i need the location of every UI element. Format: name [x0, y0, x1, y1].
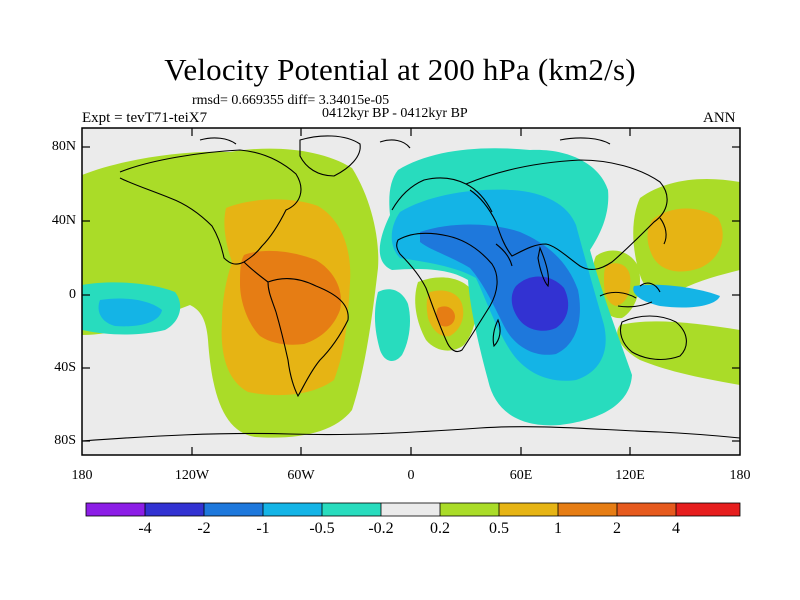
colorbar-label-4: -0.5 — [309, 520, 335, 537]
colorbar-label-3: -1 — [256, 520, 270, 537]
coastline-asia — [465, 159, 668, 271]
lat-label-80s: 80S — [54, 433, 76, 448]
colorbar-label-8: 1 — [554, 520, 562, 537]
colorbar-box-5 — [322, 503, 381, 516]
positive-region-asia-mid — [604, 263, 631, 306]
experiment-label: Expt = tevT71-teiX7 — [82, 110, 208, 126]
coastline-maritime-continent — [599, 282, 661, 308]
positive-region-pacific-east-weak — [617, 321, 740, 385]
colorbar-box-4 — [263, 503, 322, 516]
colorbar-label-10: 4 — [672, 520, 680, 537]
negative-region-indian-peak — [511, 276, 569, 331]
plot-title: Velocity Potential at 200 hPa (km2/s) — [164, 52, 636, 87]
positive-region-americas-strong — [240, 250, 341, 345]
lon-label-180e: 180 — [729, 468, 751, 483]
coastlines — [82, 135, 740, 442]
coastline-australia — [619, 315, 687, 361]
lon-label-180w: 180 — [71, 468, 93, 483]
negative-region-pacific-mid — [98, 298, 162, 327]
contour-fields — [82, 128, 740, 455]
coastline-central-america — [243, 261, 269, 283]
coastline-south-america — [267, 277, 349, 398]
lon-label-120e: 120E — [615, 468, 645, 483]
colorbar-label-6: 0.2 — [430, 520, 450, 537]
coastline-africa — [396, 232, 498, 353]
positive-region-africa-strong — [436, 306, 455, 327]
colorbar-label-9: 2 — [613, 520, 621, 537]
colorbar-box-6 — [381, 503, 440, 516]
positive-region-pacific-mid — [647, 208, 723, 272]
season-label: ANN — [703, 110, 736, 126]
coastline-madagascar — [492, 318, 501, 348]
coastline-antarctica — [82, 426, 740, 442]
lon-label-60w: 60W — [287, 468, 315, 483]
axis-ticks — [82, 128, 740, 455]
negative-region-westpacific-mid — [633, 284, 720, 308]
coastline-india — [537, 246, 550, 288]
colorbar-label-2: -2 — [197, 520, 211, 537]
colorbar-box-9 — [558, 503, 617, 516]
lat-label-eq: 0 — [69, 287, 76, 302]
coastline-japan — [659, 217, 667, 245]
time-period-label: 0412kyr BP - 0412kyr BP — [322, 106, 468, 121]
lon-label-0: 0 — [407, 468, 415, 483]
rmsd-diff-stats: rmsd= 0.669355 diff= 3.34015e-05 — [192, 93, 390, 108]
coastline-europe — [391, 177, 493, 213]
colorbar-box-3 — [204, 503, 263, 516]
colorbar-box-2 — [145, 503, 204, 516]
lat-label-40s: 40S — [54, 360, 76, 375]
colorbar-label-5: -0.2 — [368, 520, 394, 537]
colorbar — [85, 502, 741, 517]
colorbar-box-10 — [617, 503, 676, 516]
colorbar-box-8 — [499, 503, 558, 516]
colorbar-label-7: 0.5 — [489, 520, 509, 537]
coastline-greenland — [299, 135, 361, 177]
lat-label-80n: 80N — [51, 139, 76, 154]
colorbar-box-1 — [86, 503, 145, 516]
lat-label-40n: 40N — [51, 213, 76, 228]
colorbar-box-7 — [440, 503, 499, 516]
coastline-arabia — [495, 243, 513, 267]
colorbar-box-11 — [676, 503, 740, 516]
coastline-north-america — [119, 149, 302, 265]
coastline-arctic-islands — [199, 137, 611, 149]
negative-region-atlantic-weak — [374, 289, 410, 362]
lon-label-120w: 120W — [174, 468, 210, 483]
lon-label-60e: 60E — [509, 468, 533, 483]
colorbar-label-1: -4 — [138, 520, 152, 537]
